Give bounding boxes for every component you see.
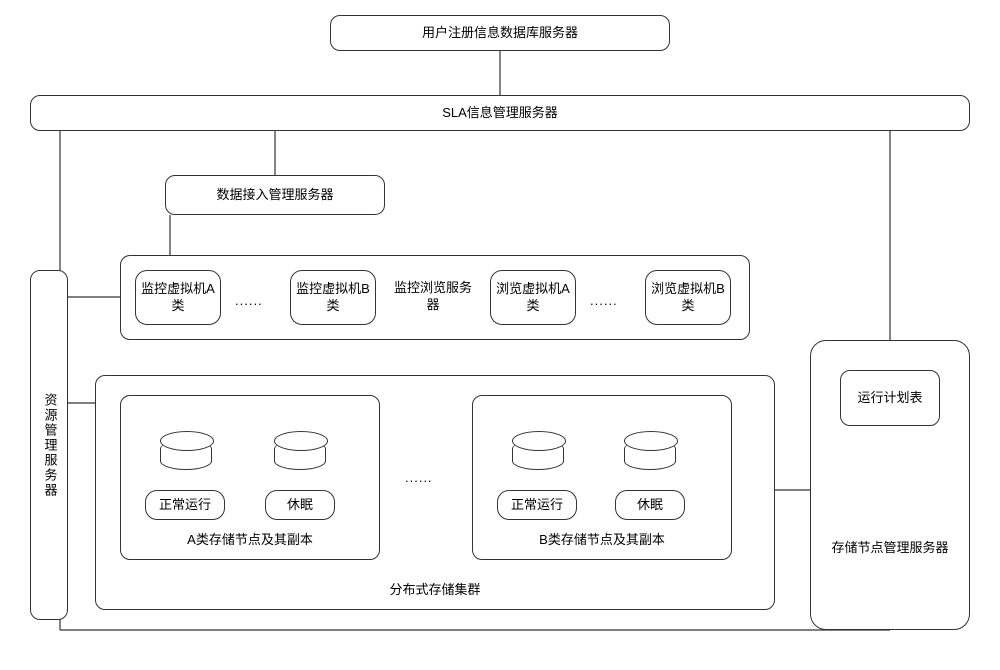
sla-server: SLA信息管理服务器 — [30, 95, 970, 131]
resource-mgr-label: 资源管理服务器 — [41, 393, 58, 498]
dots-2: ...... — [590, 293, 618, 308]
monitor-browse-server: 监控浏览服务器 — [390, 280, 476, 314]
resource-mgr-server: 资源管理服务器 — [30, 270, 68, 620]
diagram-canvas: 用户注册信息数据库服务器 SLA信息管理服务器 数据接入管理服务器 资源管理服务… — [0, 0, 1000, 670]
dots-1: ...... — [235, 293, 263, 308]
vm-monitor-b-label: 监控虚拟机B类 — [291, 281, 375, 315]
status-b-sleep-label: 休眠 — [637, 497, 663, 514]
status-a-normal-label: 正常运行 — [159, 497, 211, 514]
status-b-sleep: 休眠 — [615, 490, 685, 520]
dots-3: ...... — [405, 470, 433, 485]
status-b-normal-label: 正常运行 — [511, 497, 563, 514]
vm-browse-b-label: 浏览虚拟机B类 — [646, 281, 730, 315]
vm-monitor-a: 监控虚拟机A类 — [135, 270, 221, 325]
schedule-table-label: 运行计划表 — [857, 390, 922, 407]
cylinder-b2 — [624, 440, 676, 470]
storage-mgr-label: 存储节点管理服务器 — [830, 540, 950, 557]
vm-browse-a-label: 浏览虚拟机A类 — [491, 281, 575, 315]
monitor-browse-label: 监控浏览服务器 — [394, 280, 472, 312]
data-access-server: 数据接入管理服务器 — [165, 175, 385, 215]
cylinder-b1 — [512, 440, 564, 470]
status-a-normal: 正常运行 — [145, 490, 225, 520]
storage-cluster-label: 分布式存储集群 — [380, 582, 490, 599]
vm-browse-a: 浏览虚拟机A类 — [490, 270, 576, 325]
sla-label: SLA信息管理服务器 — [442, 105, 558, 122]
user-db-label: 用户注册信息数据库服务器 — [422, 25, 578, 42]
status-b-normal: 正常运行 — [497, 490, 577, 520]
vm-monitor-b: 监控虚拟机B类 — [290, 270, 376, 325]
status-a-sleep-label: 休眠 — [287, 497, 313, 514]
node-b-label: B类存储节点及其副本 — [522, 532, 682, 549]
cylinder-a2 — [274, 440, 326, 470]
vm-monitor-a-label: 监控虚拟机A类 — [136, 281, 220, 315]
status-a-sleep: 休眠 — [265, 490, 335, 520]
user-db-server: 用户注册信息数据库服务器 — [330, 15, 670, 51]
vm-browse-b: 浏览虚拟机B类 — [645, 270, 731, 325]
cylinder-a1 — [160, 440, 212, 470]
schedule-table: 运行计划表 — [840, 370, 940, 426]
data-access-label: 数据接入管理服务器 — [216, 187, 333, 204]
node-a-label: A类存储节点及其副本 — [170, 532, 330, 549]
